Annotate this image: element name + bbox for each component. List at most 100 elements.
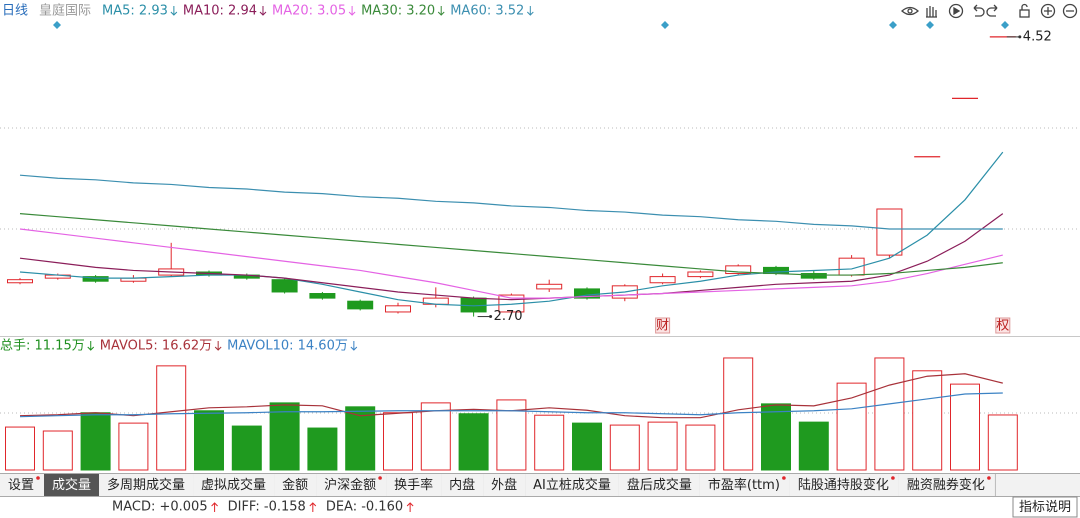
- legend-arrow: [437, 6, 445, 16]
- tab-label: 设置: [8, 478, 34, 493]
- tab[interactable]: [99, 474, 194, 496]
- event-diamonds: [53, 21, 1009, 29]
- tab-dot: [378, 476, 382, 480]
- candle-body: [536, 283, 563, 290]
- volume-bar: [458, 413, 489, 471]
- volume-bar: [798, 421, 829, 471]
- ma-line: [19, 228, 1003, 299]
- readout-arrow: [211, 502, 218, 512]
- tab[interactable]: [193, 474, 275, 496]
- volume-bar: [723, 357, 754, 471]
- tab-dot: [987, 476, 991, 480]
- candle-body: [687, 271, 714, 278]
- volume-bar: [572, 422, 602, 471]
- redo-icon[interactable]: [986, 4, 998, 17]
- readout-arrow: [309, 502, 317, 512]
- volume-bar: [836, 382, 867, 471]
- candle-body: [347, 300, 374, 310]
- help-button[interactable]: [1012, 496, 1078, 518]
- indicator-readout: MACD: +0.005: [112, 500, 208, 515]
- undo-icon[interactable]: [973, 4, 985, 17]
- tab[interactable]: [789, 474, 899, 496]
- legend-arrow: [526, 6, 534, 16]
- tab[interactable]: [898, 474, 995, 496]
- legend-text: MAVOL5: 16.62万: [100, 339, 212, 354]
- volume-bar: [950, 383, 980, 471]
- ma-line: [19, 213, 1004, 301]
- tab[interactable]: [483, 474, 526, 496]
- volume-bar: [156, 365, 187, 471]
- volume-bar: [534, 414, 565, 471]
- tab-label: 金额: [282, 477, 308, 493]
- tab[interactable]: [316, 474, 387, 496]
- lock-icon-shackle: [1021, 3, 1028, 10]
- readout-arrow: [406, 502, 414, 512]
- tab-label: 融资融券变化: [907, 477, 985, 493]
- tab-label: 沪深金额: [324, 477, 376, 493]
- annotation-label: 2.70: [494, 309, 523, 324]
- tab[interactable]: [618, 474, 700, 496]
- tab[interactable]: [386, 474, 442, 496]
- volume-bar: [194, 410, 224, 471]
- tab[interactable]: [44, 474, 100, 496]
- volume-bar: [647, 421, 678, 471]
- tab-label: 外盘: [491, 477, 517, 493]
- volume-bar: [42, 430, 73, 471]
- tab-label: 市盈率(ttm): [708, 477, 780, 493]
- volume-bar: [987, 414, 1018, 471]
- annotation-dot: [1018, 35, 1022, 39]
- event-marker-bg: [655, 317, 671, 334]
- tab-label: 多周期成交量: [107, 477, 185, 493]
- legend-arrow: [214, 341, 222, 351]
- volume-ma-line: [19, 392, 1003, 418]
- volume-bar: [307, 427, 338, 471]
- tab[interactable]: [441, 474, 484, 496]
- event-marker: 财: [656, 319, 669, 334]
- tab-dot: [36, 476, 40, 480]
- zoom-out-icon[interactable]: [1062, 3, 1078, 19]
- volume-bar: [269, 402, 300, 471]
- zoom-in-plus: [1044, 7, 1052, 15]
- tab[interactable]: [525, 474, 619, 496]
- legend-text: 日线: [2, 4, 28, 19]
- candle-body: [82, 276, 109, 282]
- volume-bar: [420, 402, 451, 471]
- candle-body: [385, 305, 411, 313]
- event-marker: 权: [996, 318, 1009, 334]
- legend-text: MA20: 3.05: [272, 4, 346, 19]
- indicator-readout: DEA: -0.160: [326, 500, 403, 515]
- volume-bar: [118, 422, 149, 471]
- eye-icon-pupil: [907, 8, 913, 14]
- hand-icon[interactable]: [926, 6, 937, 18]
- play-icon-arrow: [953, 6, 961, 16]
- tab[interactable]: [699, 474, 790, 496]
- event-marker-bg: [995, 317, 1011, 334]
- zoom-in-icon[interactable]: [1040, 3, 1056, 19]
- lock-icon[interactable]: [1019, 9, 1030, 18]
- volume-bar: [912, 370, 943, 471]
- tab-label: 成交量: [52, 477, 91, 493]
- play-icon[interactable]: [948, 3, 964, 19]
- tab[interactable]: [274, 474, 317, 496]
- annotation-dot: [489, 315, 493, 319]
- volume-bar: [345, 406, 376, 471]
- volume-bar: [874, 357, 905, 471]
- volume-bar: [5, 426, 35, 471]
- legend-arrow: [170, 6, 178, 16]
- legend-arrow: [348, 6, 356, 16]
- candle-body: [649, 276, 676, 284]
- legend-arrow: [259, 6, 267, 16]
- legend-text: MA5: 2.93: [102, 4, 168, 19]
- tab-label: 盘后成交量: [627, 477, 692, 493]
- tab-dot: [782, 476, 786, 480]
- eye-icon[interactable]: [901, 6, 919, 16]
- tab[interactable]: [0, 474, 45, 496]
- candle-body: [725, 265, 752, 275]
- volume-bar: [609, 424, 640, 471]
- legend-text: MA30: 3.20: [361, 4, 435, 19]
- volume-bar: [80, 412, 111, 471]
- help-button-label: 指标说明: [1019, 500, 1071, 515]
- tab-label: 虚拟成交量: [201, 477, 266, 493]
- ma-line: [19, 151, 1004, 307]
